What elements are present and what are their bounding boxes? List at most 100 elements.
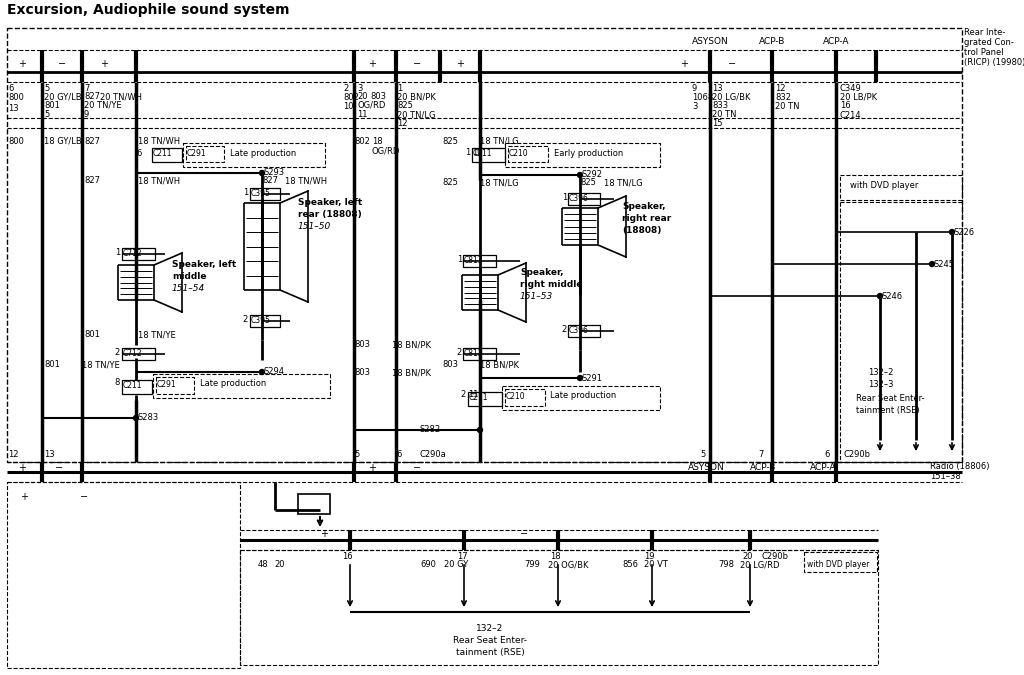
Bar xyxy=(468,392,502,406)
Text: C290b: C290b xyxy=(762,552,790,561)
Text: C211: C211 xyxy=(473,149,493,158)
Text: 18 GY/LB: 18 GY/LB xyxy=(44,137,82,146)
Text: right middle: right middle xyxy=(520,280,583,289)
Text: with DVD player: with DVD player xyxy=(850,180,919,190)
Text: 20: 20 xyxy=(742,552,753,561)
Bar xyxy=(463,255,496,267)
Circle shape xyxy=(949,230,954,234)
Text: ACP-B: ACP-B xyxy=(759,37,785,46)
Text: 18 TN/LG: 18 TN/LG xyxy=(480,178,518,187)
Text: +: + xyxy=(680,59,688,69)
Text: S282: S282 xyxy=(420,425,441,434)
Bar xyxy=(840,202,962,462)
Bar xyxy=(122,380,152,394)
Text: (18808): (18808) xyxy=(622,226,662,235)
Text: 48: 48 xyxy=(258,560,268,569)
Text: 7: 7 xyxy=(758,450,763,459)
Bar xyxy=(240,550,878,665)
Text: −: − xyxy=(728,59,736,69)
Bar xyxy=(568,193,600,205)
Text: C396: C396 xyxy=(569,194,589,203)
Text: 856: 856 xyxy=(622,560,638,569)
Text: −: − xyxy=(58,59,67,69)
Text: 13: 13 xyxy=(8,104,18,113)
Text: (RICP) (19980): (RICP) (19980) xyxy=(964,58,1024,67)
Text: Late production: Late production xyxy=(200,379,266,389)
Text: 802: 802 xyxy=(354,137,370,146)
Text: 13: 13 xyxy=(712,84,723,93)
Text: +: + xyxy=(368,463,376,473)
Text: 1: 1 xyxy=(115,248,120,257)
Text: ASYSON: ASYSON xyxy=(691,37,728,46)
Text: 20 TN/YE: 20 TN/YE xyxy=(84,101,122,110)
Text: 7: 7 xyxy=(84,84,89,93)
Text: 20: 20 xyxy=(357,92,368,101)
Circle shape xyxy=(930,261,935,267)
Text: 801: 801 xyxy=(84,330,100,339)
Bar xyxy=(502,386,660,410)
Text: C395: C395 xyxy=(251,189,271,198)
Text: S283: S283 xyxy=(138,413,160,422)
Circle shape xyxy=(259,369,264,375)
Text: +: + xyxy=(20,492,28,502)
Text: 827: 827 xyxy=(84,176,100,185)
Text: −: − xyxy=(80,492,88,502)
Bar xyxy=(7,28,962,462)
Text: 8: 8 xyxy=(115,378,120,387)
Text: 20 TN/WH: 20 TN/WH xyxy=(100,92,142,101)
Circle shape xyxy=(878,294,883,298)
Text: 802: 802 xyxy=(343,93,358,102)
Text: Speaker, left: Speaker, left xyxy=(172,260,237,269)
Text: 3: 3 xyxy=(692,102,697,111)
Text: 20 TN/LG: 20 TN/LG xyxy=(397,110,435,119)
Text: 2: 2 xyxy=(343,84,348,93)
Text: 151–53: 151–53 xyxy=(520,292,553,301)
Text: +: + xyxy=(319,529,328,539)
Bar xyxy=(804,552,877,572)
Text: S292: S292 xyxy=(582,170,603,179)
Text: 9: 9 xyxy=(692,84,697,93)
Text: 1: 1 xyxy=(562,193,567,202)
Text: +: + xyxy=(100,59,108,69)
Text: tainment (RSE): tainment (RSE) xyxy=(456,648,524,657)
Text: 18 TN/LG: 18 TN/LG xyxy=(480,137,518,146)
Text: middle: middle xyxy=(172,272,207,281)
Text: 832: 832 xyxy=(775,93,791,102)
Text: S294: S294 xyxy=(264,367,285,376)
Text: S245: S245 xyxy=(934,260,955,269)
Text: 12: 12 xyxy=(775,84,785,93)
Text: trol Panel: trol Panel xyxy=(964,48,1004,57)
Text: 5: 5 xyxy=(700,450,706,459)
Text: C349: C349 xyxy=(840,84,862,93)
Bar xyxy=(505,389,545,406)
Bar xyxy=(152,148,182,162)
Text: 132–2: 132–2 xyxy=(476,624,504,633)
Text: 18 TN/LG: 18 TN/LG xyxy=(604,178,643,187)
Bar xyxy=(463,348,496,360)
Text: 19: 19 xyxy=(644,552,654,561)
Text: 15: 15 xyxy=(712,119,723,128)
Text: +: + xyxy=(18,463,26,473)
Text: C395: C395 xyxy=(251,316,271,325)
Text: 13: 13 xyxy=(44,450,54,459)
Text: 132–3: 132–3 xyxy=(868,380,894,389)
Text: 798: 798 xyxy=(718,560,734,569)
Text: +: + xyxy=(18,59,26,69)
Text: 17: 17 xyxy=(457,552,468,561)
Text: 6: 6 xyxy=(8,84,13,93)
Text: 12: 12 xyxy=(8,450,18,459)
Text: +: + xyxy=(368,59,376,69)
Text: Speaker, left: Speaker, left xyxy=(298,198,362,207)
Text: 1068: 1068 xyxy=(692,93,714,102)
Text: 803: 803 xyxy=(442,360,458,369)
Text: 799: 799 xyxy=(524,560,540,569)
Text: 5: 5 xyxy=(44,110,49,119)
Text: 20 TN: 20 TN xyxy=(775,102,800,111)
Text: S226: S226 xyxy=(954,228,975,237)
Text: Rear Seat Enter-: Rear Seat Enter- xyxy=(856,394,925,403)
Text: −: − xyxy=(55,463,63,473)
Text: C712: C712 xyxy=(123,249,142,258)
Text: Rear Seat Enter-: Rear Seat Enter- xyxy=(453,636,527,645)
Text: 803: 803 xyxy=(354,340,370,349)
Text: Rear Inte-: Rear Inte- xyxy=(964,28,1006,37)
